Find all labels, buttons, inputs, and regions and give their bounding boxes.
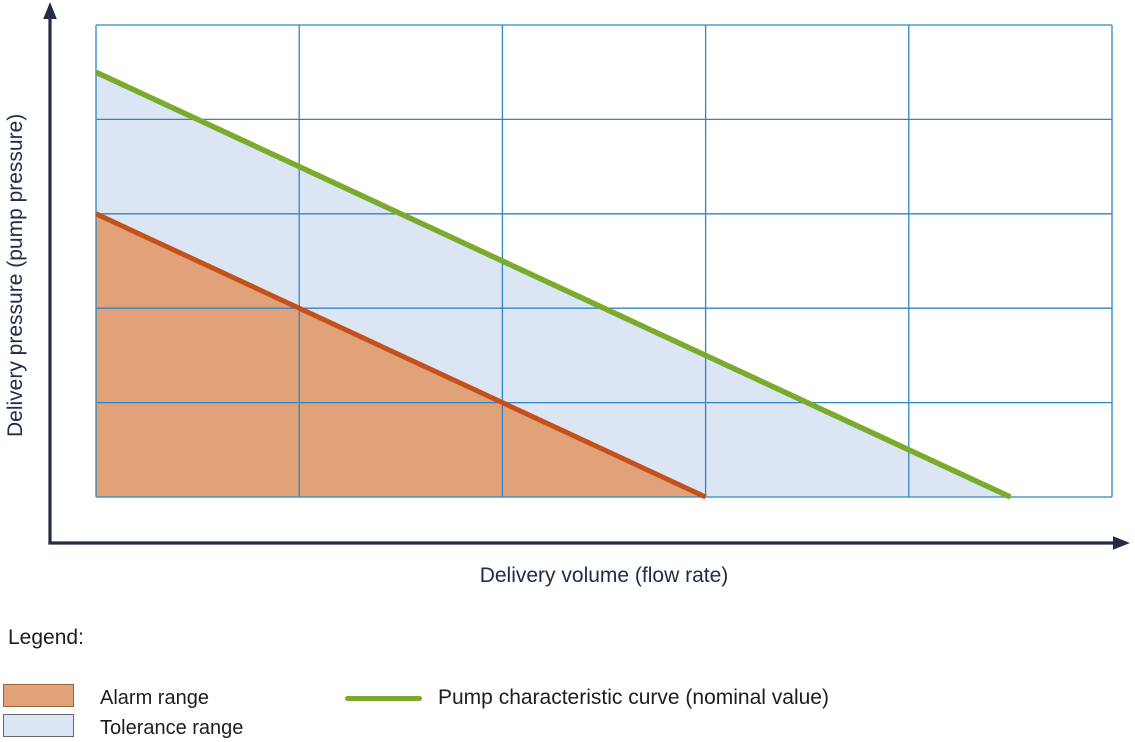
series-alarm-range-boundary xyxy=(94,211,707,500)
alarm-range-label: Alarm range xyxy=(100,687,209,709)
plot-area xyxy=(43,2,1130,550)
x-axis-label: Delivery volume (flow rate) xyxy=(479,564,729,587)
series-pump-characteristic-curve-nominal-value- xyxy=(94,69,1012,500)
legend-title: Legend: xyxy=(8,626,84,649)
y-axis-label: Delivery pressure (pump pressure) xyxy=(4,113,27,437)
nominal-curve-label: Pump characteristic curve (nominal value… xyxy=(438,686,829,709)
y-axis-arrowhead xyxy=(43,2,57,19)
nominal-curve-line-sample xyxy=(345,696,422,701)
tolerance-range-swatch xyxy=(3,714,74,737)
alarm-range-swatch xyxy=(3,684,74,707)
tolerance-range-label: Tolerance range xyxy=(100,717,244,739)
x-axis-arrowhead xyxy=(1113,536,1130,550)
